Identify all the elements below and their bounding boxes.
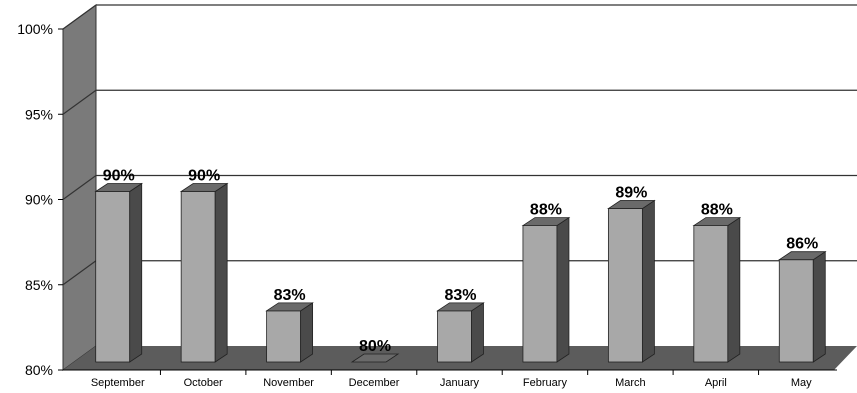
bar-side	[471, 302, 484, 363]
gridline	[62, 175, 97, 200]
bar-front	[607, 208, 643, 363]
data-label: 80%	[359, 338, 391, 355]
bar	[521, 216, 571, 363]
bar-side	[641, 199, 655, 363]
bar-top	[436, 302, 485, 312]
y-tick-label: 100%	[17, 21, 53, 37]
y-tick-label: 85%	[25, 277, 53, 293]
bar-top	[521, 217, 571, 227]
bar-top	[692, 217, 742, 227]
gridline	[62, 260, 97, 286]
y-axis: 80% 85% 90% 95% 100%	[17, 21, 63, 378]
data-label: 89%	[615, 185, 647, 202]
bar-top	[777, 251, 827, 261]
data-label: 83%	[444, 287, 476, 304]
bar	[436, 302, 485, 363]
bar-top	[607, 200, 656, 209]
x-tick-label: September	[91, 377, 145, 389]
bar-side	[300, 302, 314, 363]
bar-side	[812, 250, 826, 363]
bar-front	[95, 191, 131, 363]
x-tick-label: May	[791, 377, 812, 389]
bar-top	[179, 183, 229, 192]
x-tick-label: March	[615, 377, 646, 389]
bar-front	[522, 225, 558, 363]
data-label: 90%	[188, 168, 220, 185]
bar	[350, 353, 400, 363]
x-axis: September October November December January F…	[91, 370, 812, 389]
bar	[94, 182, 144, 363]
bar	[777, 250, 827, 363]
data-label: 86%	[786, 236, 818, 253]
y-tick-label: 95%	[25, 106, 53, 122]
bar-top	[265, 302, 314, 312]
data-label: 90%	[103, 168, 135, 185]
bar-top	[350, 353, 400, 363]
bar	[692, 216, 742, 363]
gridline	[62, 4, 97, 30]
bar-front	[266, 310, 302, 363]
data-label: 88%	[530, 202, 562, 219]
bar-side	[129, 182, 143, 363]
y-tick-label: 80%	[25, 362, 53, 378]
x-tick-label: December	[349, 377, 400, 389]
x-tick-label: April	[705, 377, 727, 389]
bar-front	[778, 259, 814, 363]
data-label: 88%	[701, 202, 733, 219]
bar	[607, 199, 656, 363]
bar-front	[437, 310, 472, 363]
data-label: 83%	[274, 287, 306, 304]
x-tick-label: October	[184, 377, 223, 389]
bar-side	[727, 216, 741, 363]
bar-side	[214, 182, 228, 363]
x-tick-label: February	[523, 377, 568, 389]
bar	[265, 302, 314, 363]
bars	[94, 182, 827, 363]
x-tick-label: November	[263, 377, 314, 389]
x-tick-label: January	[440, 377, 480, 389]
bar	[179, 182, 229, 363]
y-tick-label: 90%	[25, 192, 53, 208]
gridline	[62, 89, 97, 115]
bar-front	[180, 191, 216, 363]
bar-side	[556, 216, 570, 363]
data-labels: 90% 90% 83% 80% 83% 88% 89% 88% 86%	[103, 168, 819, 356]
bar-top	[94, 183, 144, 192]
bar-front	[693, 225, 729, 363]
